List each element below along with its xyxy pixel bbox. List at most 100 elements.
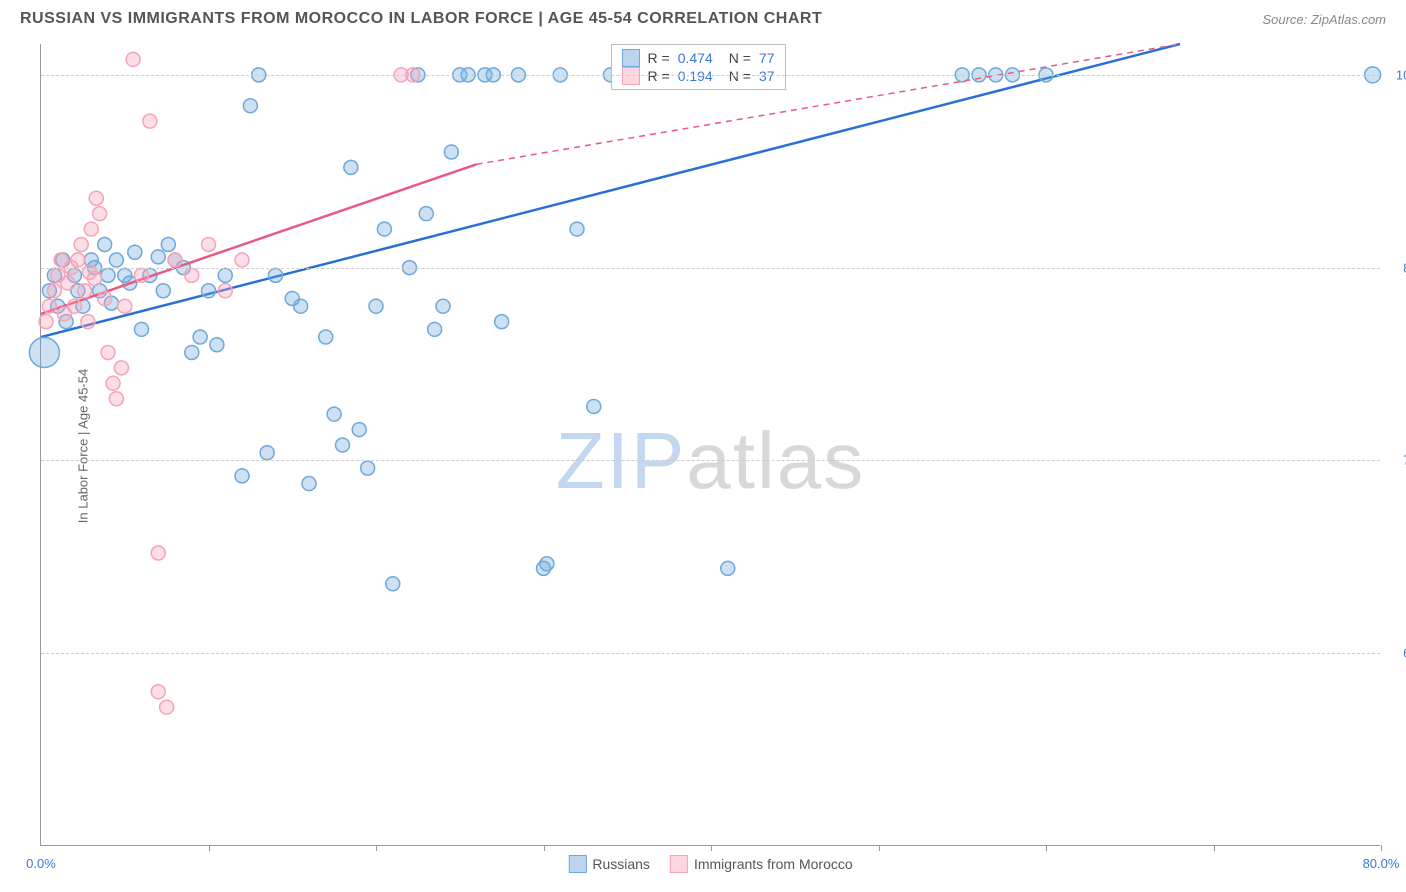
x-tick: [1381, 845, 1382, 851]
y-tick-label: 100.0%: [1385, 67, 1406, 82]
legend-label: Immigrants from Morocco: [694, 856, 853, 872]
gridline-h: [41, 653, 1380, 654]
scatter-point: [126, 52, 140, 66]
scatter-point: [202, 238, 216, 252]
x-tick: [1214, 845, 1215, 851]
x-tick-label: 0.0%: [26, 856, 56, 871]
y-tick-label: 87.5%: [1385, 260, 1406, 275]
scatter-point: [540, 557, 554, 571]
scatter-point: [93, 207, 107, 221]
scatter-point: [61, 276, 75, 290]
r-value: 0.194: [678, 68, 713, 84]
legend-swatch: [568, 855, 586, 873]
chart-plot-area: ZIPatlas R =0.474N =77R =0.194N =37 Russ…: [40, 44, 1380, 846]
scatter-point: [98, 238, 112, 252]
scatter-point: [344, 160, 358, 174]
x-tick: [544, 845, 545, 851]
r-label: R =: [648, 68, 670, 84]
scatter-point: [419, 207, 433, 221]
n-value: 37: [759, 68, 775, 84]
scatter-point: [135, 322, 149, 336]
scatter-point: [161, 238, 175, 252]
scatter-plot-svg: [41, 44, 1380, 845]
scatter-point: [118, 299, 132, 313]
scatter-point: [269, 268, 283, 282]
r-value: 0.474: [678, 50, 713, 66]
scatter-point: [193, 330, 207, 344]
scatter-point: [721, 561, 735, 575]
scatter-point: [319, 330, 333, 344]
scatter-point: [185, 268, 199, 282]
scatter-point: [39, 315, 53, 329]
scatter-point: [168, 253, 182, 267]
scatter-point: [74, 238, 88, 252]
y-tick-label: 75.0%: [1385, 453, 1406, 468]
r-label: R =: [648, 50, 670, 66]
scatter-point: [302, 477, 316, 491]
scatter-point: [78, 284, 92, 298]
scatter-point: [587, 399, 601, 413]
scatter-point: [84, 222, 98, 236]
scatter-point: [260, 446, 274, 460]
x-tick: [711, 845, 712, 851]
series-legend: Russians Immigrants from Morocco: [568, 855, 852, 873]
scatter-point: [185, 345, 199, 359]
legend-swatch: [622, 67, 640, 85]
scatter-point: [109, 392, 123, 406]
scatter-point: [89, 191, 103, 205]
legend-label: Russians: [592, 856, 650, 872]
legend-row: R = 0.474 N = 77: [622, 49, 775, 67]
gridline-h: [41, 268, 1380, 269]
scatter-point: [336, 438, 350, 452]
scatter-point: [327, 407, 341, 421]
correlation-legend: R = 0.474 N = 77 R = 0.194 N = 37: [611, 44, 786, 90]
x-tick: [1046, 845, 1047, 851]
gridline-h: [41, 75, 1380, 76]
scatter-point: [128, 245, 142, 259]
scatter-point: [235, 469, 249, 483]
scatter-point: [202, 284, 216, 298]
scatter-point: [68, 299, 82, 313]
scatter-point: [101, 268, 115, 282]
legend-row: R = 0.194 N = 37: [622, 67, 775, 85]
scatter-point: [42, 299, 56, 313]
scatter-point: [106, 376, 120, 390]
scatter-point: [29, 337, 59, 367]
source-label: Source: ZipAtlas.com: [1262, 12, 1386, 27]
scatter-point: [428, 322, 442, 336]
legend-item: Immigrants from Morocco: [670, 855, 853, 873]
scatter-point: [151, 546, 165, 560]
scatter-point: [143, 114, 157, 128]
scatter-point: [386, 577, 400, 591]
chart-title: RUSSIAN VS IMMIGRANTS FROM MOROCCO IN LA…: [20, 10, 822, 28]
scatter-point: [436, 299, 450, 313]
x-tick: [879, 845, 880, 851]
n-label: N =: [729, 68, 751, 84]
scatter-point: [160, 700, 174, 714]
scatter-point: [218, 268, 232, 282]
gridline-h: [41, 460, 1380, 461]
x-tick: [376, 845, 377, 851]
regression-line-ext: [477, 44, 1181, 164]
n-label: N =: [729, 50, 751, 66]
scatter-point: [135, 268, 149, 282]
scatter-point: [495, 315, 509, 329]
scatter-point: [114, 361, 128, 375]
y-tick-label: 62.5%: [1385, 646, 1406, 661]
scatter-point: [210, 338, 224, 352]
scatter-point: [109, 253, 123, 267]
scatter-point: [151, 685, 165, 699]
scatter-point: [81, 315, 95, 329]
scatter-point: [218, 284, 232, 298]
scatter-point: [570, 222, 584, 236]
chart-header: RUSSIAN VS IMMIGRANTS FROM MOROCCO IN LA…: [0, 0, 1406, 34]
scatter-point: [71, 253, 85, 267]
scatter-point: [444, 145, 458, 159]
scatter-point: [294, 299, 308, 313]
scatter-point: [243, 99, 257, 113]
scatter-point: [352, 423, 366, 437]
scatter-point: [361, 461, 375, 475]
n-value: 77: [759, 50, 775, 66]
scatter-point: [156, 284, 170, 298]
legend-swatch: [670, 855, 688, 873]
